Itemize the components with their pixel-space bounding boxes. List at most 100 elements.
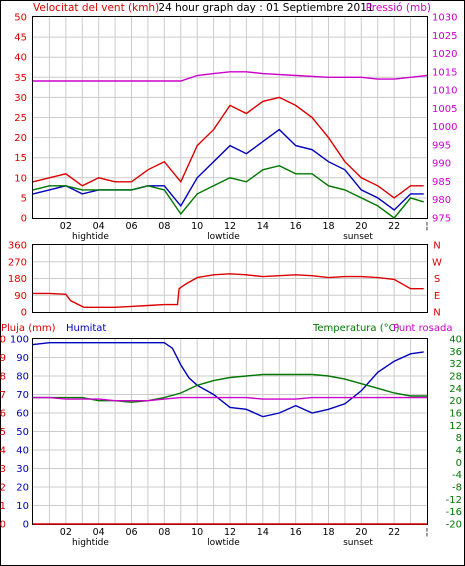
temperature-y-tick: 24 <box>449 384 462 395</box>
compass-tick: N <box>433 308 440 319</box>
wind-panel-hour-label: 20 <box>355 221 367 232</box>
rain-y-tick: 8 <box>0 372 6 383</box>
wind-panel-hour-label: 08 <box>158 221 170 232</box>
rain-y-tick: 6 <box>0 409 6 420</box>
humidity-y-tick: 70 <box>16 390 29 401</box>
dew-point-label: Punt rosada <box>393 323 452 334</box>
humidity-y-tick: 40 <box>16 446 29 457</box>
temperature-y-tick: -12 <box>446 495 462 506</box>
direction-y-tick: 90 <box>14 291 27 302</box>
temp-panel-hour-label: 06 <box>125 527 137 538</box>
rain-y-tick: 9 <box>0 353 6 364</box>
wind-panel-hightide-label: hightide <box>72 232 109 242</box>
wind-panel-hour-label: 18 <box>322 221 334 232</box>
chart-title: 24 hour graph day : 01 Septiembre 2011 <box>158 2 373 14</box>
temp-panel-sunset-label: sunset <box>343 538 373 548</box>
temperature-y-tick: 4 <box>456 446 462 457</box>
pressure-y-tick: 1010 <box>432 86 457 97</box>
temp-panel-hour-label: 02 <box>60 527 72 538</box>
pressure-y-tick: 1005 <box>432 104 457 115</box>
temperature-y-tick: -4 <box>452 470 462 481</box>
temperature-y-tick: 8 <box>456 433 462 444</box>
temperature-label: Temperatura (°C) <box>312 323 400 334</box>
direction-y-tick: 360 <box>8 241 27 252</box>
humidity-y-tick: 0 <box>23 520 29 531</box>
grid-layer <box>33 17 427 524</box>
humidity-y-tick: 80 <box>16 372 29 383</box>
temperature-y-tick: 32 <box>449 359 462 370</box>
temp-panel-hour-end-mark: ¦ <box>425 527 428 538</box>
wind-y-tick: 50 <box>14 13 27 24</box>
wind-y-tick: 10 <box>14 173 27 184</box>
wind-y-tick: 20 <box>14 133 27 144</box>
rain-y-tick: 5 <box>0 427 6 438</box>
pressure-y-tick: 990 <box>432 159 451 170</box>
rain-y-tick: 2 <box>0 483 6 494</box>
humidity-label: Humitat <box>66 323 106 334</box>
rain-y-tick: 4 <box>0 446 6 457</box>
pressure-y-tick: 985 <box>432 177 451 188</box>
temp-panel-hour-label: 04 <box>93 527 105 538</box>
pressure-label: Pressió (mb) <box>366 2 431 14</box>
wind-panel-hour-label: 04 <box>93 221 105 232</box>
wind-panel-sunset-label: sunset <box>343 232 373 242</box>
temp-panel-hour-label: 14 <box>257 527 269 538</box>
direction-y-tick: 270 <box>8 257 27 268</box>
direction-y-tick: 0 <box>21 308 27 319</box>
temperature-y-tick: 28 <box>449 372 462 383</box>
temp-panel-hour-label: 08 <box>158 527 170 538</box>
temp-panel-hour-label: 10 <box>191 527 203 538</box>
temp-panel-lowtide-label: lowtide <box>207 538 240 548</box>
wind-panel-hour-label: 06 <box>125 221 137 232</box>
compass-tick: S <box>434 274 440 285</box>
wind-y-tick: 40 <box>14 53 27 64</box>
wind-panel-lowtide-label: lowtide <box>207 232 240 242</box>
temp-panel-hour-label: 12 <box>224 527 236 538</box>
wind-y-tick: 25 <box>14 113 27 124</box>
axis-labels-layer: 0510152025303540455097598098599099510001… <box>0 13 462 549</box>
compass-tick: E <box>434 291 440 302</box>
rain-y-tick: 7 <box>0 390 6 401</box>
wind-y-tick: 35 <box>14 73 27 84</box>
temp-panel-hour-label: 16 <box>290 527 302 538</box>
wind-panel-hour-label: 14 <box>257 221 269 232</box>
pressure-y-tick: 980 <box>432 195 451 206</box>
rain-y-tick: 0 <box>0 520 6 531</box>
wind-speed-label: Velocitat del vent (kmh) <box>33 2 159 14</box>
temp-panel-hour-label: 18 <box>322 527 334 538</box>
pressure-y-tick: 1025 <box>432 31 457 42</box>
series-direction <box>33 273 424 308</box>
humidity-y-tick: 60 <box>16 409 29 420</box>
compass-tick: N <box>433 241 440 252</box>
temp-panel-hour-label: 22 <box>388 527 400 538</box>
wind-y-tick: 15 <box>14 153 27 164</box>
temperature-y-tick: 0 <box>456 458 462 469</box>
wind-panel-hour-label: 02 <box>60 221 72 232</box>
rain-y-tick: 10 <box>0 335 6 346</box>
series-green <box>32 164 424 219</box>
humidity-y-tick: 90 <box>16 353 29 364</box>
temp-panel-hour-label: 20 <box>355 527 367 538</box>
wind-panel-hour-label: 10 <box>191 221 203 232</box>
pressure-y-tick: 995 <box>432 140 451 151</box>
wind-panel-hour-label: 22 <box>388 221 400 232</box>
wind-panel-hour-end-mark: ¦ <box>425 221 428 232</box>
temperature-y-tick: 16 <box>449 409 462 420</box>
humidity-y-tick: 30 <box>16 464 29 475</box>
pressure-y-tick: 1000 <box>432 122 457 133</box>
humidity-y-tick: 20 <box>16 483 29 494</box>
pressure-y-tick: 1015 <box>432 67 457 78</box>
pressure-y-tick: 1030 <box>432 13 457 24</box>
series-gust <box>32 96 424 199</box>
series-temperatura <box>33 373 427 403</box>
series-punt_rosada <box>33 396 427 402</box>
wind-y-tick: 0 <box>21 214 27 225</box>
temperature-y-tick: -20 <box>446 520 462 531</box>
series-layer <box>32 71 428 525</box>
wind-y-tick: 30 <box>14 93 27 104</box>
temperature-y-tick: -16 <box>446 507 462 518</box>
temperature-y-tick: 12 <box>449 421 462 432</box>
pressure-y-tick: 975 <box>432 214 451 225</box>
